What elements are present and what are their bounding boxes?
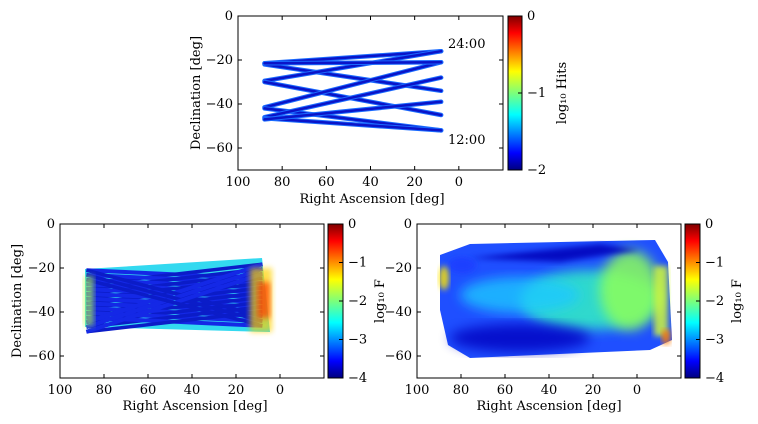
panel-bottom-right: 100 80 60 40 20 0 0−20−40−60 Right Ascension … xyxy=(385,217,745,414)
x-tick-label: 60 xyxy=(140,383,157,398)
x-tick-label: 100 xyxy=(48,383,73,398)
top-xlabel: Right Ascension [deg] xyxy=(299,192,444,207)
colorbar-tick-label: 0 xyxy=(348,217,356,232)
x-tick-label: 20 xyxy=(228,383,245,398)
x-tick-label: 40 xyxy=(541,383,558,398)
top-x-ticks: 100 80 60 40 20 0 xyxy=(226,16,463,190)
br-xlabel: Right Ascension [deg] xyxy=(476,399,621,414)
bl-colorbar-ticks: 0 −1 −2 −3 −4 xyxy=(339,217,367,386)
colorbar-tick-label: −1 xyxy=(527,86,546,101)
br-core-hot xyxy=(600,250,660,330)
y-tick-label: −60 xyxy=(206,141,233,156)
top-ylabel: Declination [deg] xyxy=(189,36,204,150)
scan-track xyxy=(263,60,443,109)
x-tick-label: 60 xyxy=(497,383,514,398)
x-tick-label: 100 xyxy=(226,175,251,190)
scan-track xyxy=(263,76,443,119)
y-tick-label: −20 xyxy=(28,261,55,276)
y-tick-label: −40 xyxy=(385,305,412,320)
scan-track xyxy=(263,100,443,121)
x-tick-label: 0 xyxy=(276,383,284,398)
x-tick-label: 80 xyxy=(96,383,113,398)
x-tick-label: 0 xyxy=(455,175,463,190)
top-heatmap-tracks xyxy=(262,48,444,133)
bl-stripe xyxy=(85,277,263,328)
bl-heatmap xyxy=(84,258,272,334)
br-edge-hot xyxy=(654,266,668,336)
x-tick-label: 80 xyxy=(453,383,470,398)
colorbar-tick-label: −1 xyxy=(705,256,724,271)
bl-left-edge xyxy=(84,276,94,326)
colorbar-tick-label: −1 xyxy=(348,256,367,271)
y-tick-label: −60 xyxy=(385,349,412,364)
br-heatmap xyxy=(439,240,672,358)
bl-stripe xyxy=(85,273,263,323)
y-tick-label: −20 xyxy=(206,53,233,68)
scan-track xyxy=(263,49,443,83)
br-corner xyxy=(448,257,476,273)
y-tick-label: −60 xyxy=(28,349,55,364)
top-colorbar-ticks: 0 −1 −2 xyxy=(518,9,546,178)
bl-stripe xyxy=(85,268,263,319)
br-bottom-dark xyxy=(450,324,590,352)
bl-edge-red xyxy=(258,282,270,318)
y-tick-label: −20 xyxy=(385,261,412,276)
panel-bottom-left: 100 80 60 40 20 0 0−20−40−60 Right Ascension … xyxy=(10,217,388,414)
y-tick-label: −40 xyxy=(206,97,233,112)
annotation-24h: 24:00 xyxy=(448,37,485,52)
bl-xlabel: Right Ascension [deg] xyxy=(122,399,267,414)
bl-y-ticks: 0 −20 −40 −60 xyxy=(28,217,324,364)
annotation-12h: 12:00 xyxy=(448,133,485,148)
y-tick-label: 0 xyxy=(404,217,412,232)
colorbar-tick-label: −2 xyxy=(705,294,724,309)
x-tick-label: 60 xyxy=(318,175,335,190)
br-left-edge xyxy=(439,266,449,290)
br-colorbar-label: log₁₀ F xyxy=(730,279,745,323)
colorbar-tick-label: −3 xyxy=(348,333,367,348)
colorbar-tick-label: 0 xyxy=(527,9,535,24)
x-tick-label: 0 xyxy=(633,383,641,398)
br-x-ticks: 100 80 60 40 20 0 xyxy=(405,224,641,398)
colorbar-tick-label: −3 xyxy=(705,333,724,348)
top-y-ticks: 0 −20 −40 −60 xyxy=(206,9,503,156)
br-edge-orange xyxy=(662,330,670,344)
colorbar-tick-label: −2 xyxy=(348,294,367,309)
scan-track xyxy=(263,60,443,65)
x-tick-label: 40 xyxy=(184,383,201,398)
panel-top: 100 80 60 40 20 0 0−20−40−60 24:00 12:00 Righ… xyxy=(189,9,570,207)
bl-colorbar-label: log₁₀ F xyxy=(373,279,388,323)
br-colorbar-ticks: 0 −1 −2 −3 −4 xyxy=(696,217,724,386)
bl-x-ticks: 100 80 60 40 20 0 xyxy=(48,224,284,398)
br-mid xyxy=(460,277,580,313)
y-tick-label: 0 xyxy=(47,217,55,232)
colorbar-tick-label: −4 xyxy=(348,371,367,386)
x-tick-label: 100 xyxy=(405,383,430,398)
x-tick-label: 80 xyxy=(274,175,291,190)
br-dark-band xyxy=(470,244,640,262)
bl-ylabel: Declination [deg] xyxy=(10,244,25,358)
x-tick-label: 20 xyxy=(406,175,423,190)
scan-track xyxy=(263,117,443,132)
top-colorbar-label: log₁₀ Hits xyxy=(555,62,570,124)
colorbar-tick-label: −2 xyxy=(527,163,546,178)
y-tick-label: 0 xyxy=(225,9,233,24)
x-tick-label: 40 xyxy=(362,175,379,190)
colorbar-tick-label: 0 xyxy=(705,217,713,232)
y-tick-label: −40 xyxy=(28,305,55,320)
colorbar-tick-label: −4 xyxy=(705,371,724,386)
bl-scan-stripes xyxy=(85,262,264,334)
x-tick-label: 20 xyxy=(585,383,602,398)
br-y-ticks: 0 −20 −40 −60 xyxy=(385,217,681,364)
